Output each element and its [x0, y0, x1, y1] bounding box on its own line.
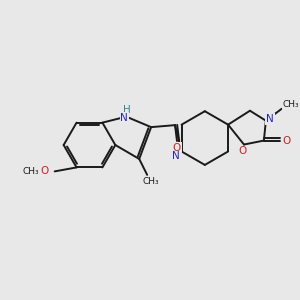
Text: O: O	[40, 167, 49, 176]
Text: CH₃: CH₃	[22, 167, 39, 176]
Text: H: H	[123, 105, 131, 115]
Text: O: O	[283, 136, 291, 146]
Text: O: O	[173, 143, 181, 153]
Text: O: O	[238, 146, 246, 157]
Text: CH₃: CH₃	[143, 177, 160, 186]
Text: N: N	[172, 152, 179, 161]
Text: N: N	[266, 114, 274, 124]
Text: CH₃: CH₃	[282, 100, 299, 109]
Text: N: N	[120, 113, 128, 123]
